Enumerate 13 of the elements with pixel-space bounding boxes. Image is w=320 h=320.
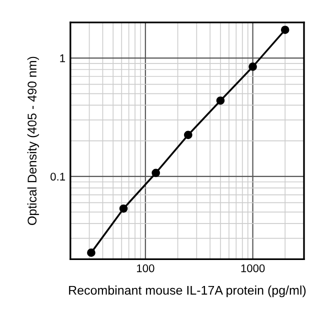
point	[216, 96, 225, 105]
point	[248, 62, 257, 71]
x-tick-label: 1000	[241, 264, 265, 272]
point	[184, 130, 192, 140]
y-tick-label: 1	[60, 54, 65, 62]
y-tick-label: 0.1	[50, 172, 65, 181]
x-tick-label: 100	[137, 264, 154, 272]
point	[152, 168, 160, 178]
point	[280, 26, 290, 34]
x-axis-title: Recombinant mouse IL-17A protein (pg/ml)	[69, 286, 306, 298]
point	[119, 204, 128, 213]
y-axis-title: Optical Density (405 - 490 nm)	[27, 56, 39, 225]
point	[87, 248, 96, 257]
